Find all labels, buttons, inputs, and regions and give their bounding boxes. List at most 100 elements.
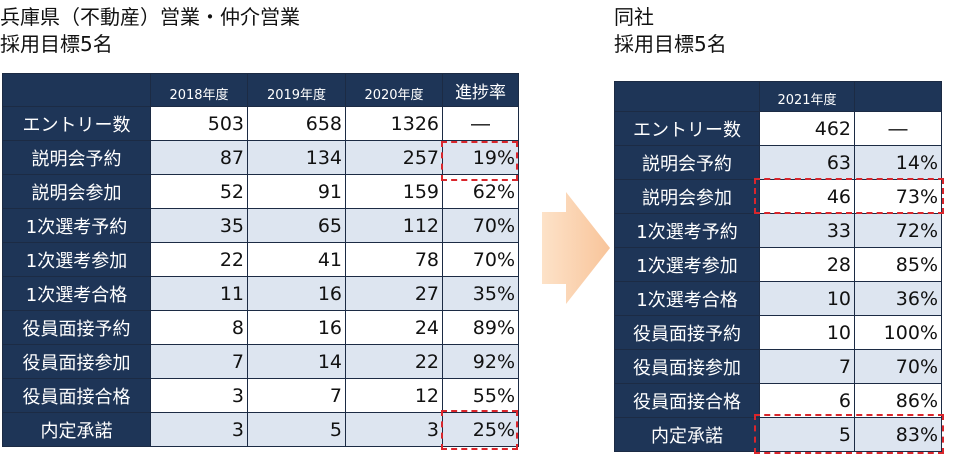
table-cell: 72% (854, 213, 942, 248)
table-cell: 100% (854, 315, 942, 350)
table-cell: 28 (759, 247, 855, 282)
table-cell: 27 (345, 276, 443, 311)
table-cell: 7 (150, 344, 248, 379)
table-cell: 33 (759, 213, 855, 248)
row-label: 説明会予約 (614, 145, 760, 180)
table-cell: 35 (150, 208, 248, 243)
table-cell: 12 (345, 378, 443, 413)
table-cell: 3 (150, 378, 248, 413)
table-row: エントリー数 462 ― (614, 111, 942, 146)
table-cell: 658 (247, 106, 346, 141)
table-row: 1次選考予約 33 72% (614, 213, 942, 248)
table-cell: 87 (150, 140, 248, 175)
table-row: 1次選考参加 28 85% (614, 247, 942, 282)
table-cell: 16 (247, 276, 346, 311)
table-row: 役員面接合格 6 86% (614, 383, 942, 418)
left-title: 兵庫県（不動産）営業・仲介営業 採用目標5名 (0, 4, 300, 58)
table-cell: 25% (442, 412, 519, 447)
table-cell: 46 (759, 179, 855, 214)
row-label: 役員面接参加 (2, 344, 151, 379)
table-cell: 63 (759, 145, 855, 180)
left-title-line1: 兵庫県（不動産）営業・仲介営業 (0, 5, 300, 29)
row-label: 1次選考合格 (614, 281, 760, 316)
table-cell: ― (854, 111, 942, 146)
row-label: エントリー数 (2, 106, 151, 141)
table-row: 1次選考合格 11 16 27 35% (2, 276, 519, 311)
table-cell: 3 (345, 412, 443, 447)
row-label: エントリー数 (614, 111, 760, 146)
table-cell: 73% (854, 179, 942, 214)
table-cell: 14 (247, 344, 346, 379)
table-cell: 52 (150, 174, 248, 209)
table-cell: 22 (150, 242, 248, 277)
table-row: 説明会参加 46 73% (614, 179, 942, 214)
table-cell: 70% (442, 242, 519, 277)
row-label: 役員面接予約 (2, 310, 151, 345)
table-cell: 3 (150, 412, 248, 447)
row-label: 役員面接予約 (614, 315, 760, 350)
col-header-2020: 2020年度 (345, 73, 443, 107)
table-row: 役員面接合格 3 7 12 55% (2, 378, 519, 413)
row-label: 役員面接参加 (614, 349, 760, 384)
table-cell: 7 (759, 349, 855, 384)
row-label: 説明会参加 (2, 174, 151, 209)
col-header-2021: 2021年度 (759, 81, 855, 112)
table-cell: 5 (247, 412, 346, 447)
left-title-line2: 採用目標5名 (0, 32, 113, 56)
table-cell: 257 (345, 140, 443, 175)
col-header-progress: 進捗率 (442, 73, 519, 107)
right-title: 同社 採用目標5名 (614, 4, 727, 58)
table-cell: 112 (345, 208, 443, 243)
table-cell: 41 (247, 242, 346, 277)
table-cell: 85% (854, 247, 942, 282)
table-cell: 6 (759, 383, 855, 418)
table-cell: 1326 (345, 106, 443, 141)
right-title-line1: 同社 (614, 5, 654, 29)
recruitment-table-2021: 2021年度 エントリー数 462 ― 説明会予約 63 14% 説明会参加 46 73% 1次選… (614, 81, 942, 452)
table-cell: 159 (345, 174, 443, 209)
table-row: 役員面接参加 7 70% (614, 349, 942, 384)
row-label: 説明会参加 (614, 179, 760, 214)
row-label: 役員面接合格 (614, 383, 760, 418)
row-label: 1次選考予約 (614, 213, 760, 248)
table-cell: 70% (854, 349, 942, 384)
table-cell: 503 (150, 106, 248, 141)
table-cell: 24 (345, 310, 443, 345)
table-cell: 62% (442, 174, 519, 209)
table-cell: 89% (442, 310, 519, 345)
table-row: 役員面接参加 7 14 22 92% (2, 344, 519, 379)
table-row: 内定承諾 5 83% (614, 417, 942, 452)
row-label: 内定承諾 (2, 412, 151, 447)
col-header-2019: 2019年度 (247, 73, 346, 107)
table-cell: 462 (759, 111, 855, 146)
table-row: エントリー数 503 658 1326 ― (2, 106, 519, 141)
table-cell: 14% (854, 145, 942, 180)
table-row: 役員面接予約 8 16 24 89% (2, 310, 519, 345)
col-header-2018: 2018年度 (150, 73, 248, 107)
table-cell: 16 (247, 310, 346, 345)
table-cell: 70% (442, 208, 519, 243)
row-label: 1次選考参加 (2, 242, 151, 277)
table-cell: 78 (345, 242, 443, 277)
row-label: 1次選考参加 (614, 247, 760, 282)
table-cell: 19% (442, 140, 519, 175)
table-row: 説明会予約 63 14% (614, 145, 942, 180)
table-cell: 65 (247, 208, 346, 243)
table-cell: 8 (150, 310, 248, 345)
table-row: 説明会参加 52 91 159 62% (2, 174, 519, 209)
table-row: 内定承諾 3 5 3 25% (2, 412, 519, 447)
table-cell: 92% (442, 344, 519, 379)
right-title-line2: 採用目標5名 (614, 32, 727, 56)
row-label: 説明会予約 (2, 140, 151, 175)
table-cell: 10 (759, 315, 855, 350)
row-label: 内定承諾 (614, 417, 760, 452)
row-label: 役員面接合格 (2, 378, 151, 413)
right-arrow-icon (542, 192, 610, 304)
row-label: 1次選考合格 (2, 276, 151, 311)
recruitment-table-2018-2020: 2018年度 2019年度 2020年度 進捗率 エントリー数 503 658 132… (2, 73, 519, 447)
corner-cell (614, 81, 760, 112)
table-cell: 86% (854, 383, 942, 418)
table-cell: 55% (442, 378, 519, 413)
table-cell: 134 (247, 140, 346, 175)
table-cell: 36% (854, 281, 942, 316)
